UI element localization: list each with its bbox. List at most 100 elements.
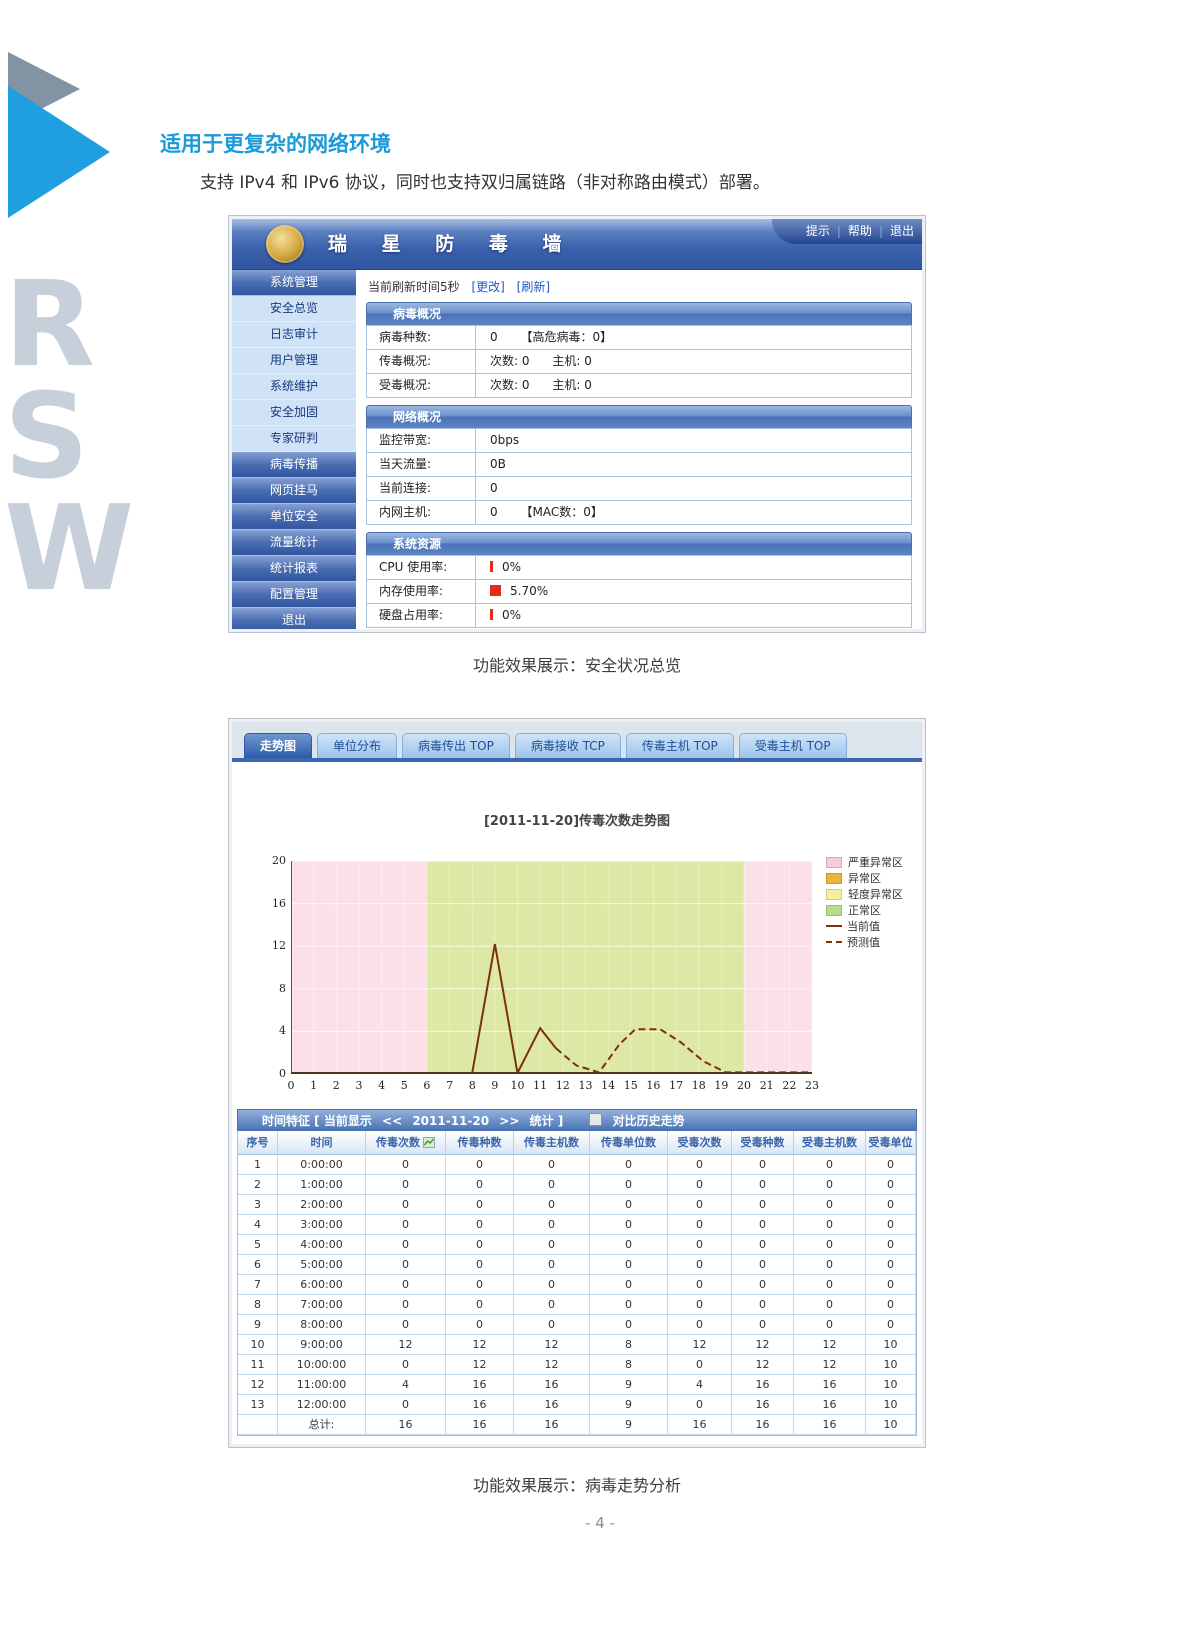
watermark-letter: R: [4, 255, 95, 393]
table-cell: 0: [668, 1175, 732, 1195]
table-cell: 0: [794, 1175, 866, 1195]
table-cell: 0: [514, 1295, 590, 1315]
caption-overview: 功能效果展示：安全状况总览: [472, 656, 681, 675]
sidebar: 系统管理 安全总览 日志审计 用户管理 系统维护 安全加固 专家研判 病毒传播 网页挂马 单位安全…: [232, 270, 356, 629]
header-link-tips[interactable]: 提示: [805, 224, 830, 238]
table-cell: 0: [446, 1235, 514, 1255]
sidebar-item-10[interactable]: 流量统计: [232, 530, 356, 556]
table-cell: 0: [446, 1195, 514, 1215]
sidebar-item-0[interactable]: 系统管理: [232, 270, 356, 296]
table-header-9: 受毒单位数: [866, 1131, 916, 1155]
table-cell: 0: [866, 1295, 916, 1315]
sidebar-item-6[interactable]: 专家研判: [232, 426, 356, 452]
table-cell: 0: [866, 1255, 916, 1275]
info-row: 硬盘占用率: 0%: [367, 604, 911, 627]
x-axis-tick: 3: [355, 1079, 363, 1092]
usage-bar: [490, 561, 493, 572]
table-cell: 0: [732, 1155, 794, 1175]
table-cell: 0: [366, 1155, 446, 1175]
row-value: 0%: [476, 604, 521, 627]
section-header: 网络概况: [366, 405, 912, 428]
table-cell: 0: [866, 1275, 916, 1295]
table-row: 4 3:00:00 0 0 0 0 0 0 0 0: [238, 1215, 916, 1235]
tab-2[interactable]: 病毒传出 TOP: [402, 733, 510, 758]
prev-date-button[interactable]: <<: [382, 1114, 403, 1128]
tab-0[interactable]: 走势图: [244, 733, 313, 758]
table-cell: 0: [514, 1215, 590, 1235]
sidebar-item-5[interactable]: 安全加固: [232, 400, 356, 426]
tab-1[interactable]: 单位分布: [317, 733, 398, 758]
table-row: 10 9:00:00 12 12 12 8 12 12 12 10: [238, 1335, 916, 1355]
sidebar-item-3[interactable]: 用户管理: [232, 348, 356, 374]
compare-history-checkbox[interactable]: [589, 1113, 603, 1126]
y-axis-tick: 12: [272, 939, 286, 953]
tab-4[interactable]: 传毒主机 TOP: [625, 733, 734, 758]
table-cell: 0: [732, 1315, 794, 1335]
chart-legend: 严重异常区 异常区 轻度异常区 正常区 当前值 预测值: [826, 854, 903, 950]
sidebar-item-4[interactable]: 系统维护: [232, 374, 356, 400]
x-axis-tick: 7: [446, 1079, 454, 1092]
sidebar-item-7[interactable]: 病毒传播: [232, 452, 356, 478]
x-axis-tick: 13: [578, 1079, 593, 1092]
sidebar-item-11[interactable]: 统计报表: [232, 556, 356, 582]
section-2: 系统资源 CPU 使用率: 0% 内存使用率: 5.70% 硬盘占用率: 0%: [366, 532, 912, 628]
row-value-text: 0bps: [490, 433, 520, 447]
y-axis-tick: 20: [272, 854, 286, 867]
sidebar-item-13[interactable]: 退出: [232, 608, 356, 629]
table-cell: 0: [446, 1155, 514, 1175]
row-label: CPU 使用率:: [367, 556, 476, 579]
table-cell: 10: [866, 1355, 916, 1375]
table-cell: 0: [590, 1155, 668, 1175]
table-header-label: 受毒主机数: [802, 1136, 857, 1149]
table-cell: 7:00:00: [278, 1295, 366, 1315]
table-row: 6 5:00:00 0 0 0 0 0 0 0 0: [238, 1255, 916, 1275]
table-header-0: 序号: [238, 1131, 278, 1155]
x-axis-tick: 18: [691, 1079, 706, 1092]
timebar-prefix: 时间特征 [ 当前显示: [262, 1114, 372, 1128]
dashed-line-sample: [826, 941, 842, 943]
trend-chart-svg: [291, 860, 813, 1077]
tab-5[interactable]: 受毒主机 TOP: [738, 733, 847, 758]
caption-trend: 功能效果展示：病毒走势分析: [472, 1476, 681, 1495]
header-link-help[interactable]: 帮助: [847, 224, 872, 238]
table-cell: 0: [866, 1215, 916, 1235]
table-cell: 16: [732, 1375, 794, 1395]
y-axis-tick: 8: [279, 981, 286, 995]
tab-3[interactable]: 病毒接收 TCP: [514, 733, 621, 758]
table-cell: 10: [238, 1335, 278, 1355]
legend-label: 预测值: [847, 936, 880, 949]
table-header-3: 传毒种数: [446, 1131, 514, 1155]
next-date-button[interactable]: >>: [499, 1114, 520, 1128]
link-separator: |: [878, 224, 883, 238]
table-cell: 5:00:00: [278, 1255, 366, 1275]
table-cell: 16: [794, 1395, 866, 1415]
table-cell: [238, 1415, 278, 1435]
x-axis-tick: 6: [423, 1079, 431, 1092]
watermark-letter: W: [4, 479, 134, 618]
info-row: 当天流量: 0B: [367, 453, 911, 477]
row-value-text: 0%: [502, 560, 522, 574]
table-header-label: 受毒次数: [677, 1136, 722, 1149]
refresh-link[interactable]: [刷新]: [516, 280, 551, 294]
table-cell: 0: [668, 1255, 732, 1275]
change-link[interactable]: [更改]: [471, 280, 505, 294]
header-link-logout[interactable]: 退出: [889, 224, 914, 238]
table-cell: 4: [238, 1215, 278, 1235]
sidebar-item-8[interactable]: 网页挂马: [232, 478, 356, 504]
table-header-label: 受毒单位数: [868, 1136, 913, 1149]
table-cell: 0: [794, 1295, 866, 1315]
x-axis-tick: 14: [601, 1079, 616, 1092]
sidebar-item-9[interactable]: 单位安全: [232, 504, 356, 530]
hourly-stats-table: 序号 时间 传毒次数 传毒种数 传毒主机数 传毒单位数 受毒次数 受毒种数 受毒主机数受毒单位数…: [237, 1131, 917, 1436]
refresh-text: 当前刷新时间5秒: [368, 280, 460, 294]
sidebar-item-1[interactable]: 安全总览: [232, 296, 356, 322]
intro-paragraph: 支持 IPv4 和 IPv6 协议，同时也支持双归属链路（非对称路由模式）部署。: [200, 173, 770, 193]
table-cell: 0: [446, 1215, 514, 1235]
sidebar-item-12[interactable]: 配置管理: [232, 582, 356, 608]
blue-arrow-decoration: [8, 86, 110, 218]
table-cell: 16: [794, 1415, 866, 1435]
table-header-2[interactable]: 传毒次数: [366, 1131, 446, 1155]
sidebar-item-2[interactable]: 日志审计: [232, 322, 356, 348]
info-row: 内网主机: 0 【MAC数：0】: [367, 501, 911, 524]
sort-icon[interactable]: [423, 1133, 435, 1154]
